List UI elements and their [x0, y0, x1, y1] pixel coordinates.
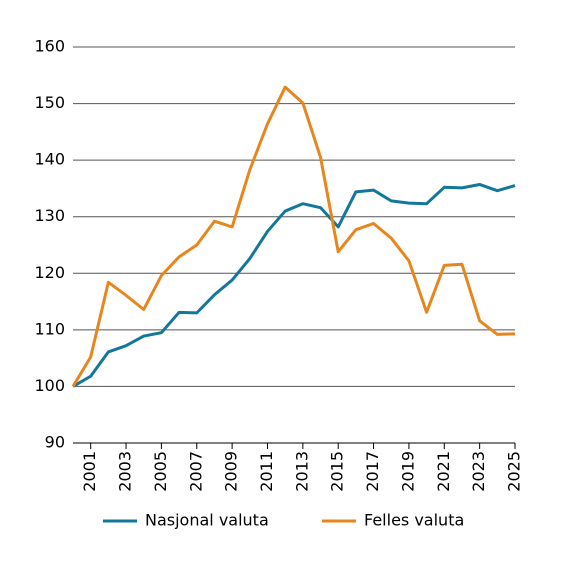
x-tick-label: 2023: [469, 451, 488, 492]
y-tick-label: 150: [34, 93, 65, 112]
y-tick-label: 120: [34, 263, 65, 282]
x-tick-label: 2013: [292, 451, 311, 492]
x-tick-label: 2003: [116, 451, 135, 492]
x-tick-label: 2009: [222, 451, 241, 492]
y-tick-label: 130: [34, 206, 65, 225]
legend-label: Felles valuta: [364, 511, 464, 530]
x-tick-label: 2025: [505, 451, 524, 492]
y-tick-label: 90: [45, 433, 65, 452]
y-tick-label: 140: [34, 150, 65, 169]
x-tick-label: 2015: [328, 451, 347, 492]
y-tick-label: 110: [34, 319, 65, 338]
series-line: [72, 182, 516, 388]
x-tick-label: 2019: [398, 451, 417, 492]
x-tick-label: 2005: [151, 451, 170, 492]
legend-label: Nasjonal valuta: [145, 511, 269, 530]
x-tick-label: 2007: [186, 451, 205, 492]
y-tick-label: 160: [34, 37, 65, 56]
x-tick-label: 2017: [363, 451, 382, 492]
x-tick-label: 2021: [434, 451, 453, 492]
series-line: [71, 85, 516, 388]
x-tick-label: 2001: [80, 451, 99, 492]
y-tick-label: 100: [34, 376, 65, 395]
x-tick-label: 2011: [257, 451, 276, 492]
